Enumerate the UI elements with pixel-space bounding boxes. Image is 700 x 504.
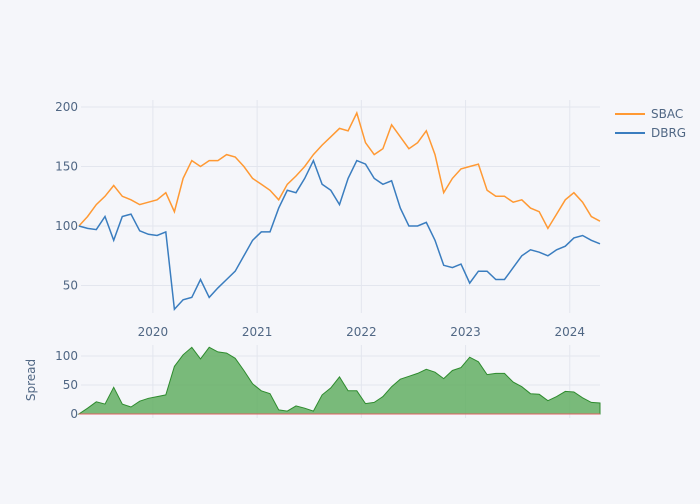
tick-labels: 2020 2021 2022 2023 2024 50 100 150 200 0 50 100 (55, 100, 585, 421)
x-tick-label: 2021 (242, 325, 273, 339)
x-tick-label: 2023 (450, 325, 481, 339)
y-tick-label: 100 (55, 219, 78, 233)
legend-label-sbac[interactable]: SBAC (651, 107, 683, 121)
legend-label-dbrg[interactable]: DBRG (651, 126, 686, 140)
spread-positive-area (77, 346, 601, 415)
x-tick-label: 2022 (346, 325, 377, 339)
y-tick-label: 200 (55, 100, 78, 114)
price-lines (78, 110, 601, 312)
y-tick-label: 50 (63, 378, 78, 392)
lower-y-axis-title: Spread (24, 359, 38, 401)
series-line-sbac (78, 110, 601, 230)
spread-area (77, 346, 601, 415)
legend[interactable]: SBAC DBRG (615, 107, 686, 140)
y-tick-label: 150 (55, 160, 78, 174)
y-tick-label: 0 (70, 407, 78, 421)
upper-gridlines (81, 100, 600, 313)
x-tick-label: 2020 (138, 325, 169, 339)
x-tick-label: 2024 (555, 325, 586, 339)
y-tick-label: 50 (63, 279, 78, 293)
series-line-dbrg (78, 158, 601, 312)
y-tick-label: 100 (55, 349, 78, 363)
